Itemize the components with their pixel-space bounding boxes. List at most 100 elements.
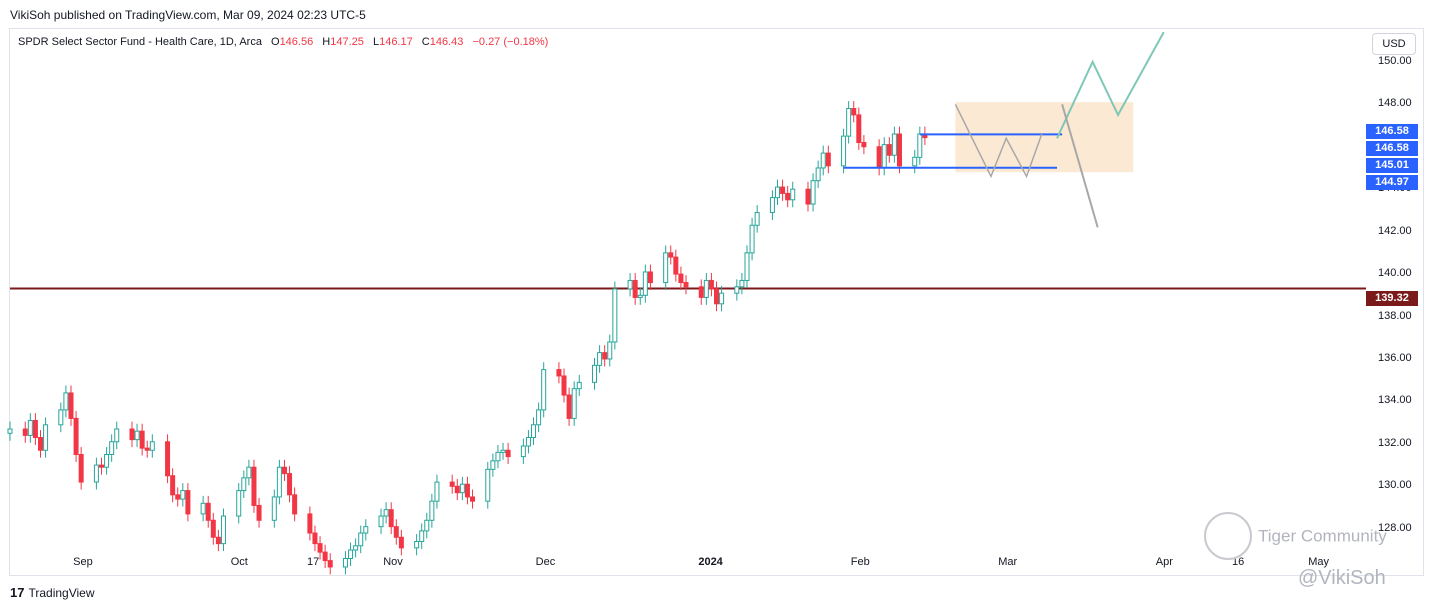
candle-body [27, 420, 33, 436]
candle-body [424, 519, 430, 532]
candle-body [536, 409, 542, 426]
close-value: 146.43 [429, 36, 464, 48]
candle-body [881, 144, 887, 169]
candle-body [698, 286, 704, 298]
candle-body [470, 496, 476, 502]
candle-body [531, 424, 537, 439]
candle-body [170, 475, 176, 496]
candle-body [434, 481, 440, 502]
candle-body [358, 532, 364, 547]
candle-body [63, 392, 69, 411]
price-axis-label: 138.00 [1378, 309, 1412, 322]
candle-body [398, 536, 404, 549]
tradingview-logo-icon: 17 [10, 585, 25, 600]
candle-body [602, 352, 608, 360]
candle-body [571, 388, 577, 419]
candle-body [185, 490, 191, 515]
price-axis-label: 150.00 [1378, 54, 1412, 67]
candle-body [353, 545, 359, 551]
candle-body [7, 428, 13, 434]
candle-body [388, 509, 394, 528]
time-axis-label: Nov [383, 556, 403, 568]
candle-body [322, 551, 328, 562]
candle-body [642, 271, 648, 296]
tiger-logo-icon [1204, 512, 1252, 560]
candle-body [104, 453, 110, 468]
candle-body [846, 108, 852, 137]
price-axis-label: 134.00 [1378, 394, 1412, 407]
currency-button[interactable]: USD [1372, 33, 1416, 55]
candle-body [851, 108, 857, 116]
candle-body [114, 428, 120, 443]
candle-body [785, 192, 791, 201]
high-value: 147.25 [330, 36, 364, 48]
candle-body [495, 451, 501, 462]
candle-body [454, 485, 460, 494]
price-axis-label: 128.00 [1378, 521, 1412, 534]
candle-body [912, 156, 918, 167]
candle-body [876, 146, 882, 169]
candle-body [861, 141, 867, 148]
time-axis-label: Dec [535, 556, 556, 568]
price-axis-label: 140.00 [1378, 267, 1412, 280]
trend-drawings [843, 31, 1165, 228]
open-label: O [271, 36, 280, 48]
candle-body [917, 133, 923, 158]
price-axis-label: 132.00 [1378, 436, 1412, 449]
footer-brand[interactable]: 17 TradingView [10, 585, 95, 600]
candle-body [241, 477, 247, 492]
candle-body [307, 513, 313, 534]
chart-pane[interactable] [9, 28, 1424, 576]
candle-body [780, 186, 786, 194]
candle-body [525, 437, 531, 447]
candle-body [129, 428, 135, 441]
candle-body [175, 494, 181, 500]
candle-body [109, 441, 115, 455]
candle-body [251, 466, 257, 506]
candle-body [683, 282, 689, 288]
candle-body [37, 437, 43, 451]
candle-body [449, 481, 455, 487]
candle-body [68, 392, 74, 419]
published-caption: VikiSoh published on TradingView.com, Ma… [10, 8, 366, 22]
candle-body [93, 464, 99, 483]
candle-body [556, 369, 562, 377]
candle-body [134, 430, 140, 441]
candle-body [769, 197, 775, 214]
candle-body [459, 483, 465, 494]
candle-body [744, 252, 750, 281]
time-axis-label: 2024 [698, 556, 723, 568]
candle-body [708, 279, 714, 290]
symbol-legend[interactable]: SPDR Select Sector Fund - Health Care, 1… [18, 36, 548, 48]
candle-body [98, 464, 104, 468]
candle-body [739, 279, 745, 288]
candle-body [429, 500, 435, 521]
candle-body [886, 144, 892, 156]
candle-body [317, 543, 323, 553]
low-value: 146.17 [379, 36, 413, 48]
low-label: L [372, 36, 380, 48]
candle-body [220, 515, 226, 545]
candle-body [312, 532, 318, 545]
price-tag: 146.58 [1366, 141, 1418, 156]
candle-body [180, 490, 186, 500]
brand-label: TradingView [28, 586, 95, 600]
price-tag: 139.32 [1366, 291, 1418, 306]
candle-body [236, 490, 242, 517]
author-watermark: @VikiSoh [1298, 567, 1386, 589]
candle-body [678, 273, 684, 284]
candle-body [139, 430, 145, 449]
price-tag: 144.97 [1366, 175, 1418, 190]
candle-body [790, 188, 796, 201]
candle-body [292, 494, 298, 515]
candle-body [576, 381, 582, 390]
candle-body [815, 167, 821, 182]
symbol-name: SPDR Select Sector Fund - Health Care, 1… [18, 36, 262, 48]
candle-body [841, 135, 847, 167]
candle-body [541, 369, 547, 411]
candle-body [810, 180, 816, 205]
candle-body [246, 466, 252, 479]
candle-body [673, 256, 679, 275]
change-value: −0.27 (−0.18%) [472, 36, 549, 48]
